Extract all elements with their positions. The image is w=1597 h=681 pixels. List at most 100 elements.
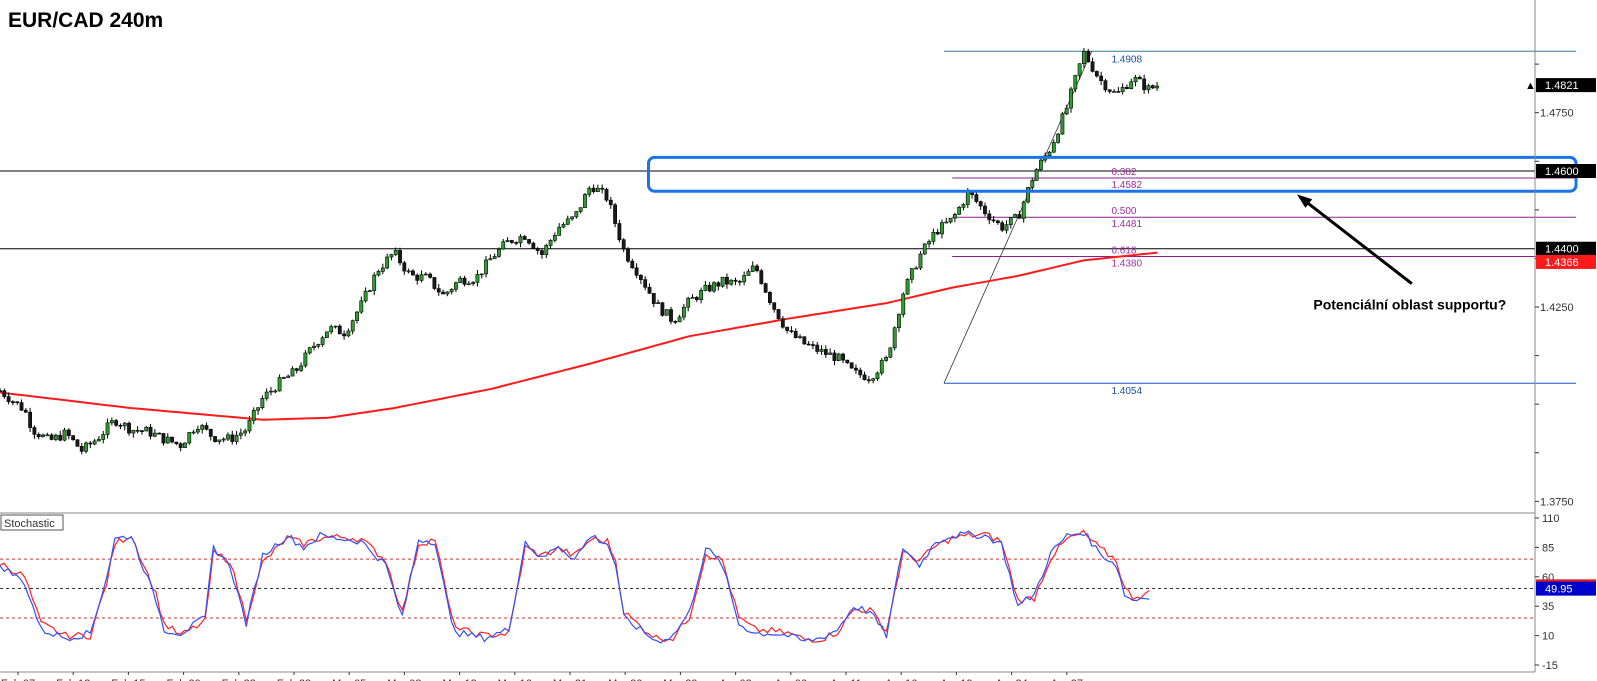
candle-body bbox=[251, 409, 256, 421]
stochastic-badge-bg bbox=[1536, 581, 1596, 596]
candle-222 bbox=[952, 212, 957, 223]
candle-body bbox=[879, 360, 884, 374]
candle-body bbox=[987, 213, 992, 221]
stochastic-levels bbox=[0, 558, 1535, 619]
candle-body bbox=[1021, 201, 1026, 219]
candle-body bbox=[750, 265, 755, 272]
candle-210 bbox=[901, 292, 906, 318]
candle-body bbox=[135, 429, 140, 432]
candle-body bbox=[1107, 89, 1112, 92]
candle-261 bbox=[1120, 83, 1125, 95]
price-pane[interactable]: 1.4908 1.4054 0.382 1.4582 0.500 1.4481 0.618 1… bbox=[0, 47, 1578, 455]
candle-138 bbox=[591, 184, 596, 194]
candle-44 bbox=[187, 432, 192, 445]
stochastic-badge-0: 49.95 bbox=[1536, 581, 1596, 596]
candle-105 bbox=[449, 288, 454, 295]
candle-118 bbox=[505, 237, 510, 243]
candle-body bbox=[591, 187, 596, 192]
candle-body bbox=[638, 274, 643, 280]
candle-165 bbox=[707, 282, 712, 293]
candle-119 bbox=[509, 239, 514, 245]
candle-208 bbox=[892, 326, 897, 351]
candle-109 bbox=[466, 280, 471, 286]
candle-134 bbox=[574, 211, 579, 219]
candle-body bbox=[161, 433, 166, 444]
price-badge-bg bbox=[1536, 241, 1596, 256]
candle-body bbox=[832, 352, 837, 361]
candle-163 bbox=[699, 287, 704, 304]
candle-body bbox=[1077, 63, 1082, 76]
candle-body bbox=[307, 347, 312, 354]
candle-116 bbox=[497, 247, 501, 258]
candle-body bbox=[402, 262, 407, 272]
candle-body bbox=[419, 274, 424, 281]
candle-18 bbox=[75, 439, 80, 447]
candle-body bbox=[871, 378, 876, 381]
candle-body bbox=[62, 429, 67, 441]
candle-15 bbox=[62, 427, 67, 442]
candle-157 bbox=[673, 320, 678, 325]
candle-body bbox=[1017, 214, 1022, 219]
candle-235 bbox=[1008, 217, 1013, 229]
price-tick-0: 1.4750 bbox=[1540, 108, 1574, 120]
fib-level-ratio-2: 0.618 bbox=[1111, 246, 1136, 257]
candle-147 bbox=[630, 258, 635, 269]
candle-209 bbox=[897, 313, 901, 333]
candle-body bbox=[940, 222, 944, 235]
candle-body bbox=[458, 277, 463, 283]
candle-body bbox=[656, 302, 660, 304]
candle-body bbox=[978, 201, 983, 207]
candle-body bbox=[583, 194, 587, 208]
candle-body bbox=[49, 434, 54, 440]
moving-average bbox=[0, 251, 1158, 421]
candle-80 bbox=[342, 330, 347, 340]
candle-10 bbox=[41, 433, 45, 438]
candle-98 bbox=[419, 270, 424, 283]
candle-63 bbox=[269, 386, 273, 396]
time-tick-3: Feb 20 bbox=[166, 678, 200, 681]
candle-body bbox=[92, 440, 97, 445]
stochastic-pane[interactable] bbox=[0, 529, 1535, 644]
time-tick-17: Apr 19 bbox=[940, 678, 972, 681]
candle-body bbox=[1142, 78, 1147, 91]
candle-37 bbox=[157, 432, 162, 435]
candle-228 bbox=[978, 200, 983, 210]
candle-70 bbox=[299, 362, 303, 372]
candle-body bbox=[1026, 187, 1030, 203]
candle-211 bbox=[905, 278, 910, 295]
candle-168 bbox=[720, 276, 725, 288]
candle-169 bbox=[725, 273, 729, 289]
candle-body bbox=[1069, 88, 1073, 109]
candle-91 bbox=[389, 253, 394, 261]
candle-158 bbox=[677, 314, 682, 323]
candle-body bbox=[600, 187, 605, 190]
price-badge-2: 1.4400 bbox=[1536, 241, 1596, 256]
candle-268 bbox=[1150, 84, 1155, 90]
time-tick-6: Mar 05 bbox=[332, 678, 366, 681]
candle-body bbox=[746, 271, 751, 276]
candle-body bbox=[965, 191, 970, 205]
candle-93 bbox=[398, 247, 402, 266]
candle-87 bbox=[372, 272, 377, 296]
candle-body bbox=[884, 357, 888, 361]
candle-197 bbox=[845, 359, 850, 364]
candle-body bbox=[45, 434, 50, 437]
candle-body bbox=[380, 267, 385, 272]
candle-body bbox=[183, 442, 187, 448]
candle-body bbox=[342, 333, 347, 337]
candle-body bbox=[651, 293, 656, 304]
candle-body bbox=[548, 240, 553, 246]
candle-83 bbox=[355, 310, 359, 324]
candle-156 bbox=[669, 306, 673, 325]
candle-body bbox=[836, 353, 841, 361]
candle-body bbox=[36, 434, 41, 438]
candle-34 bbox=[144, 425, 149, 432]
candle-body bbox=[866, 379, 871, 382]
candle-137 bbox=[587, 186, 592, 198]
candle-195 bbox=[836, 352, 841, 361]
candle-35 bbox=[148, 423, 153, 440]
candle-161 bbox=[690, 294, 695, 299]
candle-body bbox=[944, 221, 949, 224]
candle-body bbox=[101, 434, 106, 440]
candle-body bbox=[312, 345, 316, 348]
